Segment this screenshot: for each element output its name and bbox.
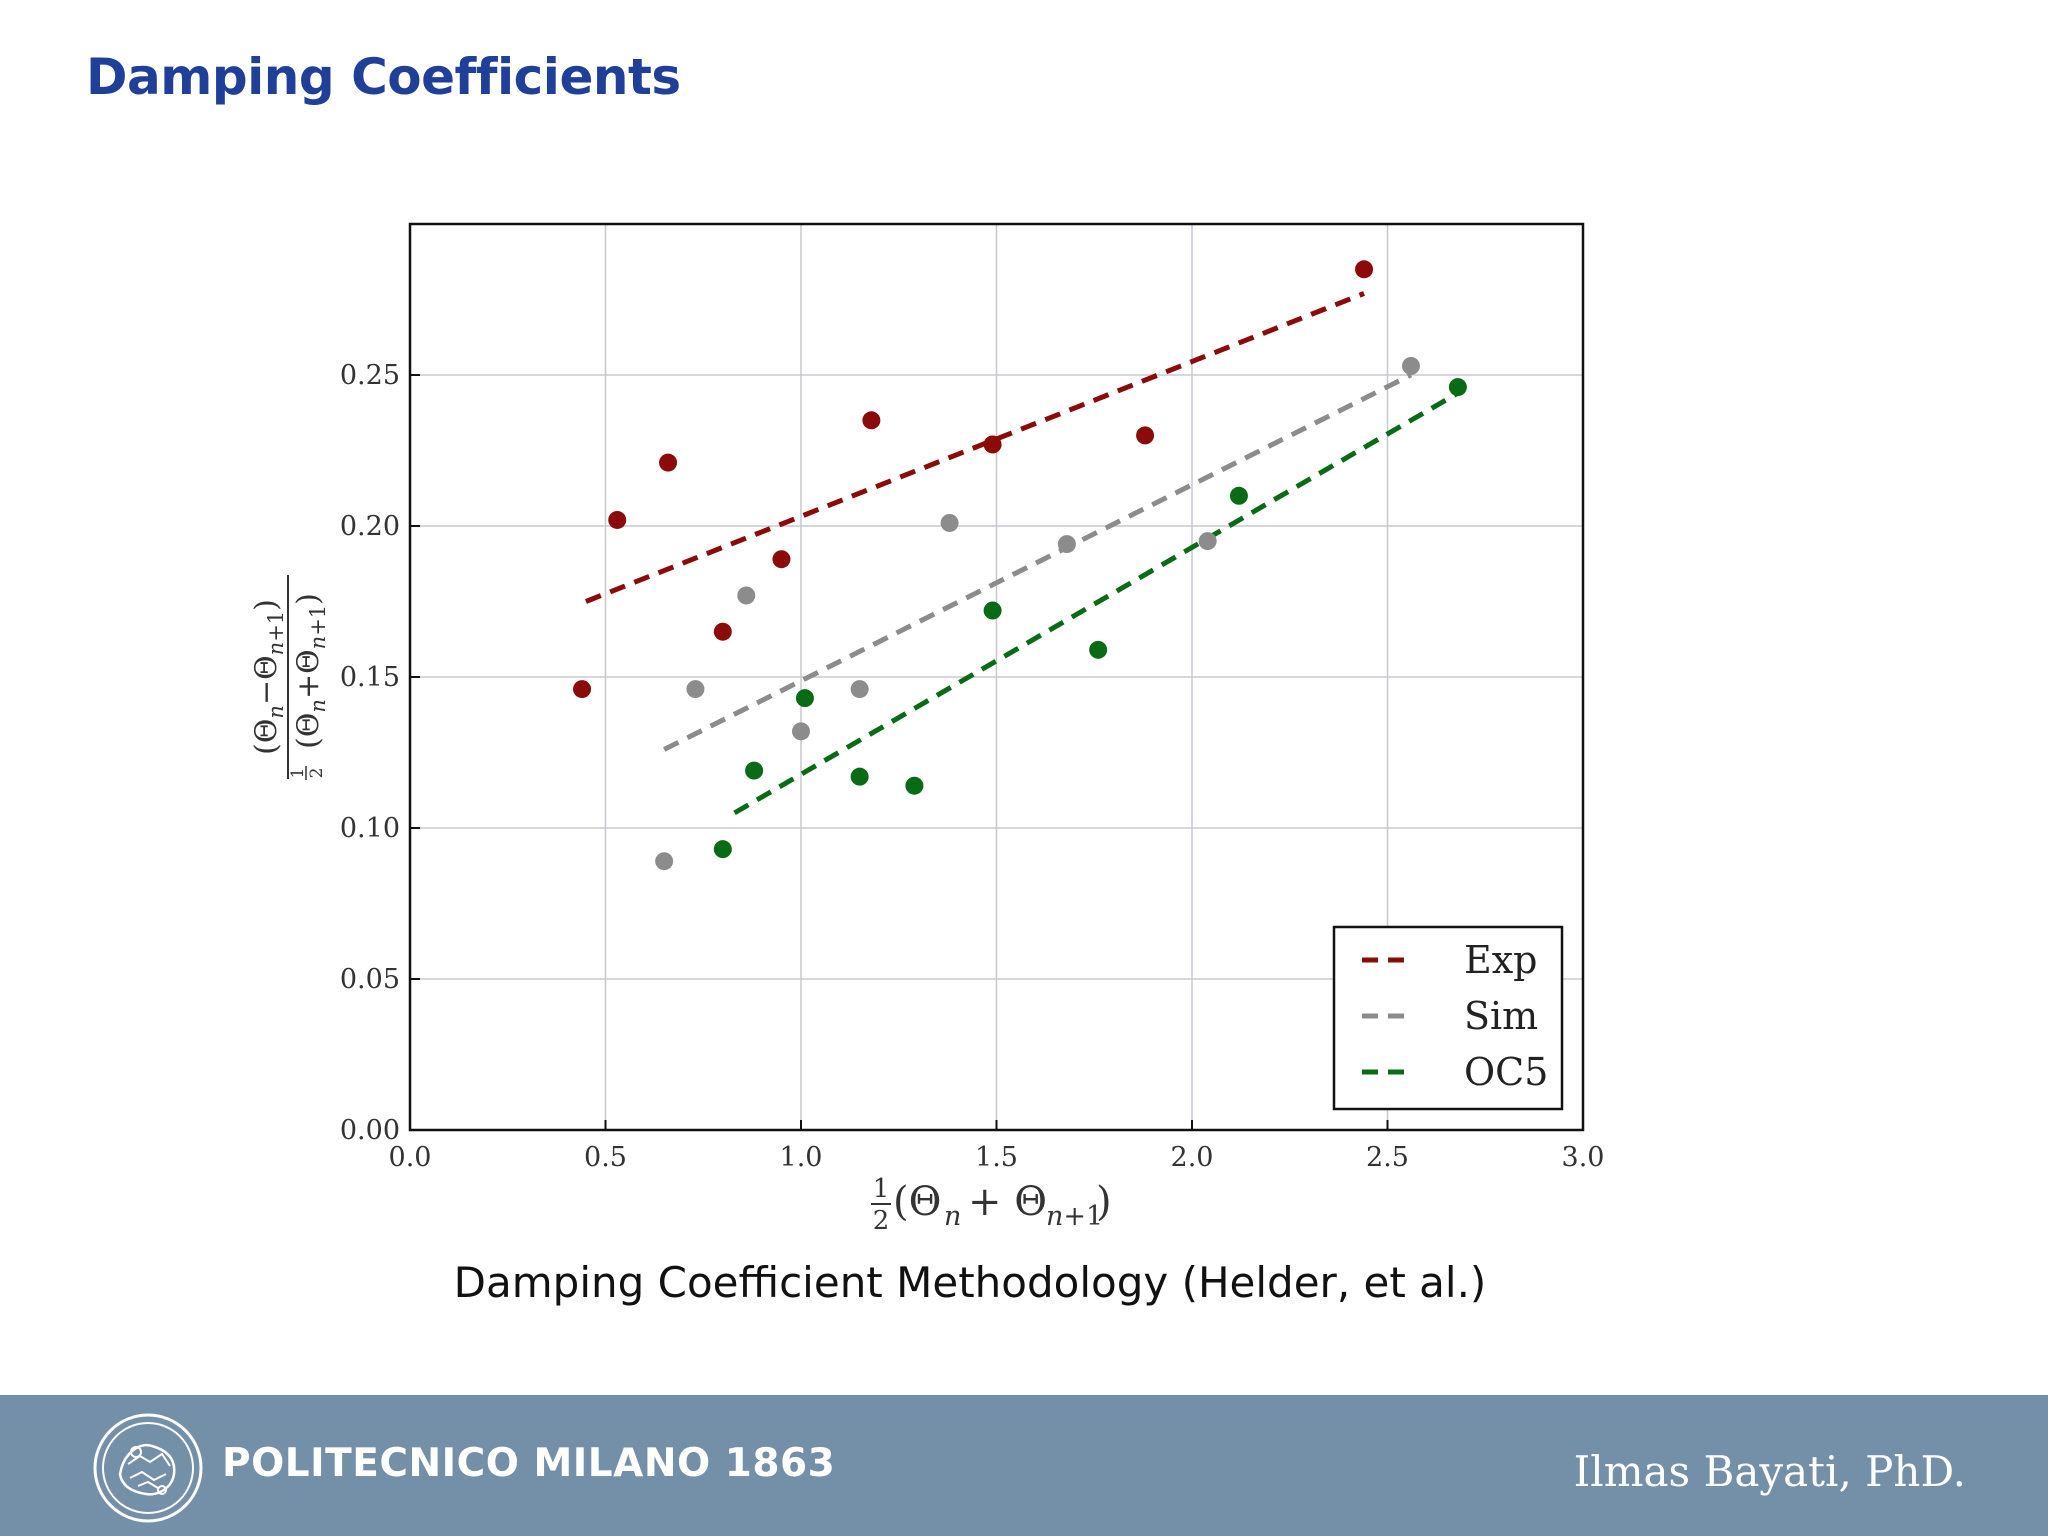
svg-text:+ Θ: + Θ [968, 1179, 1047, 1225]
y-tick-label: 0.20 [340, 511, 400, 542]
point-exp [1136, 426, 1155, 445]
point-exp [608, 510, 627, 529]
plot-frame [408, 222, 1585, 1132]
legend: Exp Sim OC5 [1332, 925, 1564, 1111]
fit-lines [585, 291, 1460, 816]
damping-chart: 0.0 0.5 1.0 1.5 2.0 2.5 3.0 0.000.050.100.150.… [249, 222, 1605, 1236]
point-oc5 [713, 840, 732, 859]
legend-label-sim: Sim [1464, 994, 1538, 1038]
point-exp [983, 435, 1002, 454]
point-sim [737, 586, 756, 605]
svg-text:n: n [944, 1201, 961, 1232]
point-sim [940, 513, 959, 532]
data-points [573, 260, 1467, 871]
point-oc5 [905, 776, 924, 795]
fit-line-sim [663, 372, 1413, 752]
point-oc5 [745, 761, 764, 780]
legend-label-exp: Exp [1464, 938, 1538, 982]
point-exp [573, 680, 592, 699]
x-tick-label: 0.0 [389, 1142, 432, 1173]
point-exp [862, 411, 881, 430]
y-tick-labels: 0.00 0.05 0.10 0.15 0.20 0.25 [340, 360, 400, 1146]
point-sim [686, 680, 705, 699]
svg-text:2: 2 [307, 768, 327, 779]
x-tick-label: 3.0 [1562, 1142, 1605, 1173]
figure-caption: Damping Coefficient Methodology (Helder,… [453, 1258, 1487, 1307]
point-sim [1057, 535, 1076, 554]
point-oc5 [850, 767, 869, 786]
point-sim [1401, 356, 1420, 375]
y-axis-label: (Θn−Θn+1) 1 2 (Θn+Θn+1) [249, 575, 330, 780]
x-tick-label: 1.0 [780, 1142, 823, 1173]
x-tick-label: 2.0 [1171, 1142, 1214, 1173]
point-sim [1198, 532, 1217, 551]
point-sim [792, 722, 810, 741]
x-axis-label: 1 2 (Θ n + Θ n+1 ) [871, 1174, 1112, 1236]
legend-label-oc5: OC5 [1464, 1050, 1548, 1094]
point-exp [772, 550, 791, 569]
fit-line-oc5 [733, 390, 1460, 816]
point-oc5 [1089, 640, 1108, 659]
point-exp [1355, 260, 1374, 279]
y-tick-label: 0.05 [340, 964, 400, 995]
svg-text:1: 1 [288, 768, 308, 779]
x-tick-label: 2.5 [1366, 1142, 1409, 1173]
x-tick-labels: 0.0 0.5 1.0 1.5 2.0 2.5 3.0 [389, 1142, 1605, 1173]
point-sim [655, 852, 674, 871]
slide-title: Damping Coefficients [86, 48, 681, 106]
point-oc5 [1448, 378, 1467, 397]
point-oc5 [1229, 486, 1248, 505]
y-tick-label: 0.25 [340, 360, 400, 391]
svg-text:n+1: n+1 [1046, 1201, 1103, 1232]
author-name: Ilmas Bayati, PhD. [1573, 1447, 1966, 1496]
point-sim [850, 680, 869, 699]
svg-text:(Θn+Θn+1): (Θn+Θn+1) [291, 593, 330, 749]
y-tick-label: 0.15 [340, 662, 400, 693]
y-tick-label: 0.10 [340, 813, 400, 844]
svg-text:): ) [1096, 1179, 1112, 1225]
x-tick-label: 1.5 [975, 1142, 1018, 1173]
point-oc5 [983, 601, 1002, 620]
svg-text:2: 2 [873, 1206, 890, 1236]
svg-text:1: 1 [873, 1174, 890, 1204]
y-tick-label: 0.00 [340, 1115, 400, 1146]
svg-text:(Θ: (Θ [893, 1179, 941, 1225]
x-tick-label: 0.5 [584, 1142, 627, 1173]
point-exp [713, 622, 732, 641]
point-oc5 [795, 689, 814, 708]
point-exp [659, 453, 678, 472]
university-name: POLITECNICO MILANO 1863 [222, 1441, 836, 1486]
footer-bar: POLITECNICO MILANO 1863 Ilmas Bayati, Ph… [0, 1395, 2048, 1536]
fit-line-exp [585, 291, 1365, 604]
university-seal-icon [93, 1413, 203, 1523]
svg-text:(Θn−Θn+1): (Θn−Θn+1) [249, 599, 288, 755]
